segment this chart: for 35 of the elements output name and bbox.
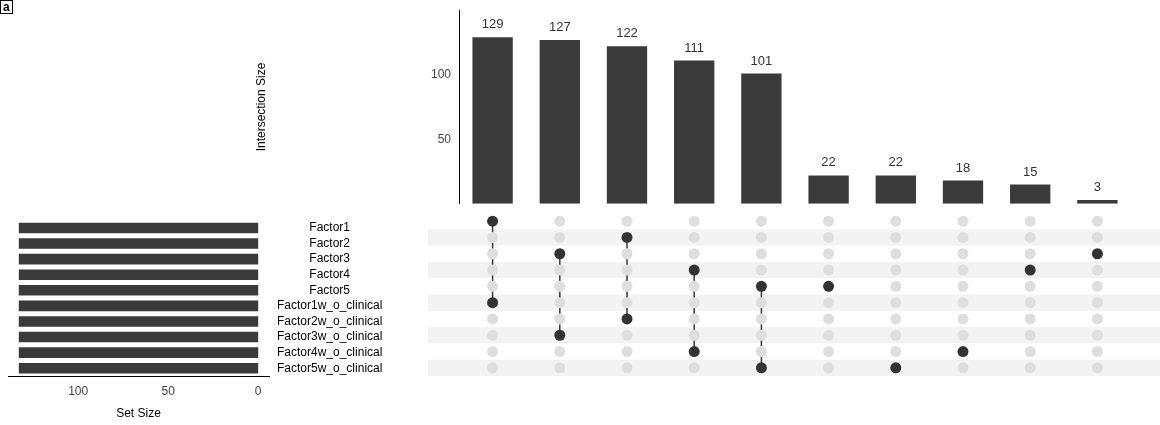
- data-label: 15: [1022, 163, 1038, 179]
- data-label: 101: [750, 52, 773, 68]
- x-tick-label: 50: [161, 383, 176, 398]
- y-tick-label: Factor4w_o_clinical: [277, 344, 383, 359]
- bar: [875, 175, 916, 204]
- data-label: 22: [821, 154, 836, 170]
- y-tick-label: Factor2w_o_clinical: [277, 313, 383, 328]
- bar: [808, 175, 849, 204]
- data-label: 18: [955, 159, 971, 175]
- y-tick-label: Factor3: [309, 251, 351, 266]
- data-label: 127: [548, 18, 571, 34]
- y-tick-label: Factor1: [309, 220, 351, 235]
- bar: [942, 180, 984, 204]
- x-tick-label: 100: [68, 383, 89, 398]
- y-tick-label: Factor5w_o_clinical: [277, 360, 383, 375]
- y-axis-title: Intersection Size: [253, 62, 268, 152]
- bar: [472, 37, 513, 204]
- y-tick-label: Factor2: [309, 235, 351, 250]
- bar: [606, 46, 648, 204]
- y-tick-label: Factor4: [309, 267, 351, 282]
- y-tick-label: Factor1w_o_clinical: [277, 298, 383, 313]
- data-label: 22: [888, 154, 904, 170]
- x-tick-label: 0: [254, 383, 262, 398]
- text: a: [0, 0, 13, 14]
- bar: [1010, 184, 1051, 204]
- y-tick-label: Factor3w_o_clinical: [277, 329, 383, 344]
- data-label: 129: [481, 16, 504, 32]
- data-label: 122: [616, 25, 638, 41]
- bar: [741, 73, 782, 204]
- bar: [674, 60, 715, 204]
- data-label: 111: [684, 39, 705, 55]
- data-label: 3: [1093, 179, 1102, 195]
- bar: [539, 39, 580, 204]
- y-tick-label: Factor5: [309, 282, 351, 297]
- x-axis-title: Set Size: [116, 406, 162, 421]
